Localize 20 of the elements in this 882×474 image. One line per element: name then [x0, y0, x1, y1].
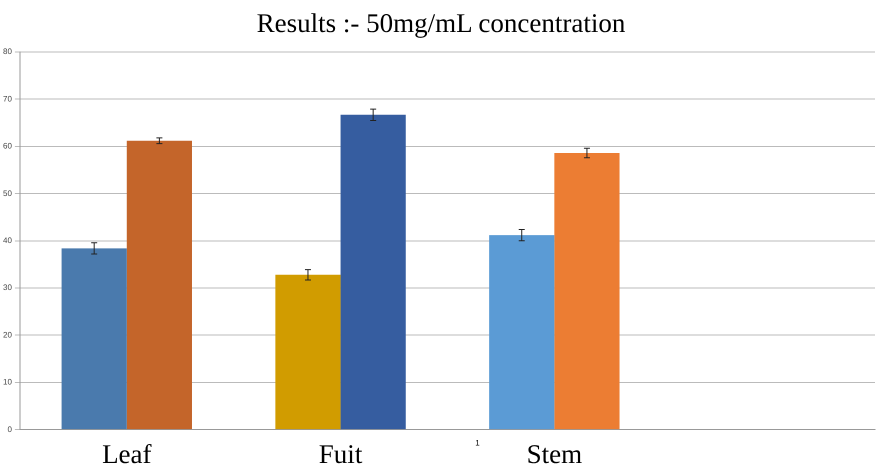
x-tick-label: Leaf	[102, 438, 152, 469]
y-tick-label: 0	[7, 424, 12, 434]
bar	[489, 235, 554, 430]
y-tick-label: 70	[2, 94, 12, 104]
y-tick-label: 30	[2, 283, 12, 292]
x-tick-label: Fuit	[318, 438, 363, 469]
y-tick-label: 80	[2, 47, 12, 56]
chart-title: Results :- 50mg/mL concentration	[256, 8, 626, 39]
y-tick-label: 20	[2, 330, 12, 340]
x-tick-label: Stem	[526, 438, 582, 469]
bar	[62, 248, 127, 430]
y-tick-label: 40	[2, 236, 12, 246]
y-tick-label: 60	[2, 142, 12, 151]
y-tick-label: 50	[2, 188, 12, 198]
text: 1	[475, 438, 480, 448]
y-tick-label: 10	[2, 378, 12, 387]
bar	[275, 274, 341, 430]
bar	[554, 153, 620, 430]
bar	[340, 114, 406, 430]
bar	[126, 140, 192, 430]
